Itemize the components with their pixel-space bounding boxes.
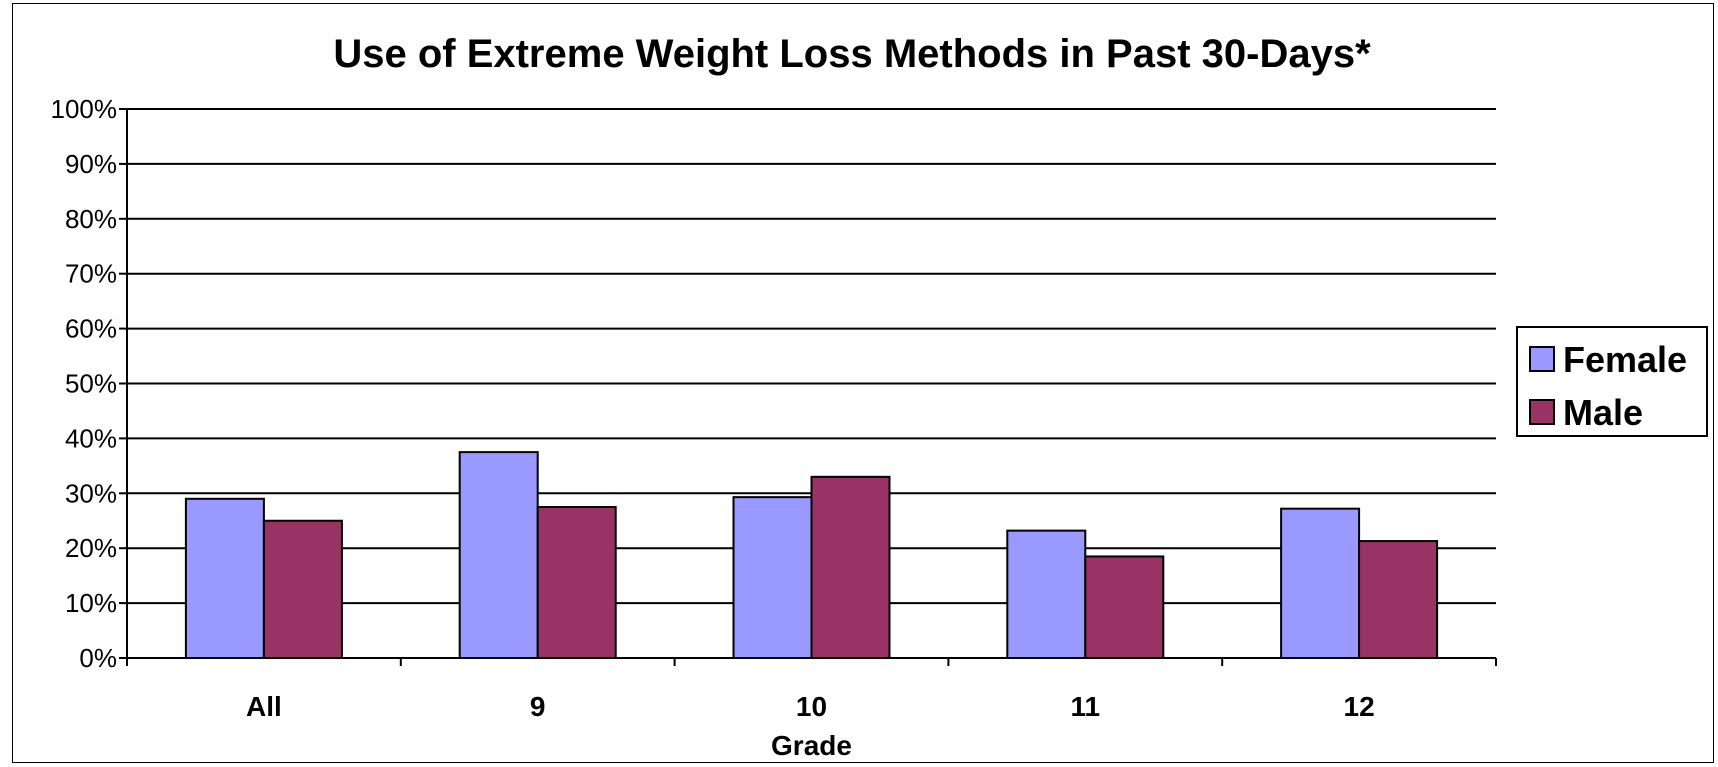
x-tick-labels: All 9 10 11 12	[246, 691, 1375, 722]
legend-label-female: Female	[1563, 339, 1687, 380]
y-tick-labels: 0% 10% 20% 30% 40% 50% 60% 70% 80% 90% 100%	[51, 94, 118, 673]
legend-swatch-female	[1529, 346, 1555, 372]
y-tick-label: 30%	[65, 478, 117, 508]
bar-female-9	[458, 451, 539, 659]
bar-female-all	[184, 497, 265, 660]
bar-male-11	[1084, 555, 1165, 659]
legend-label-male: Male	[1563, 392, 1643, 433]
y-tick-label: 50%	[65, 369, 117, 399]
x-axis-label: Grade	[771, 730, 852, 761]
y-tick-label: 40%	[65, 423, 117, 453]
legend: Female Male	[1516, 326, 1708, 437]
y-tick-label: 90%	[65, 149, 117, 179]
y-tick-label: 80%	[65, 204, 117, 234]
bar-female-10	[732, 496, 813, 659]
x-tick-label: 12	[1344, 691, 1375, 722]
bar-male-10	[810, 475, 891, 659]
bar-female-11	[1006, 529, 1087, 660]
y-tick-label: 0%	[79, 643, 117, 673]
bar-male-all	[262, 519, 343, 659]
axes	[126, 109, 1497, 666]
y-tick-label: 70%	[65, 259, 117, 289]
bar-male-12	[1358, 540, 1439, 659]
x-tick-label: 10	[796, 691, 827, 722]
bar-male-9	[536, 506, 617, 659]
y-tick-label: 60%	[65, 314, 117, 344]
gridlines	[119, 108, 1496, 659]
chart-title: Use of Extreme Weight Loss Methods in Pa…	[333, 32, 1371, 76]
y-tick-label: 20%	[65, 533, 117, 563]
bar-female-12	[1280, 507, 1361, 659]
legend-box	[1516, 326, 1708, 437]
y-tick-label: 100%	[51, 94, 118, 124]
x-tick-label: 9	[530, 691, 546, 722]
y-tick-label: 10%	[65, 588, 117, 618]
legend-swatch-male	[1529, 399, 1555, 425]
x-tick-label: 11	[1070, 691, 1100, 722]
x-tick-label: All	[246, 691, 282, 722]
bars	[184, 451, 1439, 660]
